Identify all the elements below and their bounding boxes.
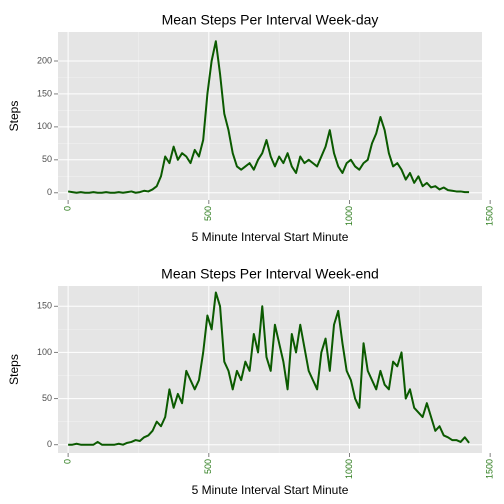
- y-tick-label: 100: [37, 347, 52, 357]
- x-axis-label: 5 Minute Interval Start Minute: [192, 230, 349, 244]
- panel-background: [58, 32, 482, 200]
- y-tick-label: 200: [37, 55, 52, 65]
- y-tick-label: 50: [42, 154, 52, 164]
- x-tick-label: 0: [63, 459, 73, 464]
- y-tick-label: 0: [47, 439, 52, 449]
- data-line: [67, 40, 470, 194]
- chart-title: Mean Steps Per Interval Week-end: [161, 266, 379, 282]
- x-axis-label: 5 Minute Interval Start Minute: [192, 483, 349, 497]
- x-tick-label: 1500: [485, 206, 495, 226]
- x-tick-label: 500: [203, 206, 213, 221]
- x-tick-label: 0: [63, 206, 73, 211]
- y-tick-label: 150: [37, 301, 52, 311]
- y-tick-label: 150: [37, 88, 52, 98]
- y-tick-label: 50: [42, 393, 52, 403]
- y-tick-label: 0: [47, 187, 52, 197]
- chart-title: Mean Steps Per Interval Week-day: [162, 12, 379, 28]
- x-tick-label: 1500: [485, 459, 495, 479]
- y-tick-label: 100: [37, 121, 52, 131]
- y-axis-label: Steps: [7, 354, 21, 385]
- y-axis-label: Steps: [7, 101, 21, 132]
- x-tick-label: 1000: [344, 206, 354, 226]
- data-line: [68, 291, 470, 446]
- x-tick-label: 500: [203, 459, 213, 474]
- x-tick-label: 1000: [344, 459, 354, 479]
